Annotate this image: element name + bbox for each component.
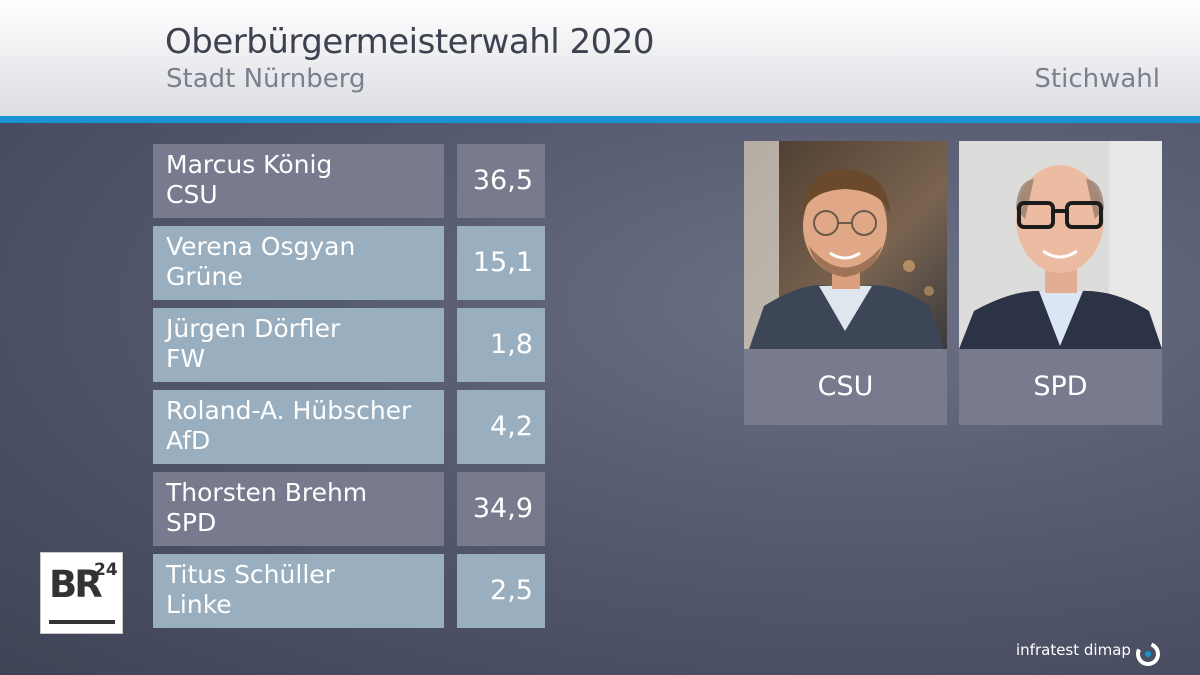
source-label: infratest dimap bbox=[1016, 641, 1131, 659]
candidate-party: AfD bbox=[166, 426, 211, 455]
candidate-name: Titus Schüller bbox=[166, 560, 335, 589]
candidate-party-label: SPD bbox=[959, 349, 1162, 425]
candidate-name-box: Verena Osgyan Grüne bbox=[153, 226, 444, 300]
candidate-party: Linke bbox=[166, 590, 232, 619]
table-row: Titus Schüller Linke 2,5 bbox=[153, 554, 545, 628]
header-bar bbox=[0, 0, 1200, 116]
candidate-name-box: Roland-A. Hübscher AfD bbox=[153, 390, 444, 464]
infratest-dimap-icon bbox=[1136, 642, 1160, 666]
candidate-name-box: Titus Schüller Linke bbox=[153, 554, 444, 628]
candidate-name-box: Thorsten Brehm SPD bbox=[153, 472, 444, 546]
vote-share-value: 2,5 bbox=[457, 554, 545, 628]
vote-share-value: 34,9 bbox=[457, 472, 545, 546]
candidate-name-box: Jürgen Dörfler FW bbox=[153, 308, 444, 382]
candidate-name: Roland-A. Hübscher bbox=[166, 396, 412, 425]
vote-share-value: 1,8 bbox=[457, 308, 545, 382]
table-row: Thorsten Brehm SPD 34,9 bbox=[153, 472, 545, 546]
runoff-candidate-csu: CSU bbox=[744, 141, 947, 425]
candidate-name-box: Marcus König CSU bbox=[153, 144, 444, 218]
vote-share-value: 15,1 bbox=[457, 226, 545, 300]
candidate-party: SPD bbox=[166, 508, 217, 537]
runoff-candidate-spd: SPD bbox=[959, 141, 1162, 425]
candidate-photo bbox=[744, 141, 947, 349]
candidate-party-label: CSU bbox=[744, 349, 947, 425]
candidate-name: Jürgen Dörfler bbox=[166, 314, 341, 343]
table-row: Roland-A. Hübscher AfD 4,2 bbox=[153, 390, 545, 464]
candidate-name: Verena Osgyan bbox=[166, 232, 356, 261]
candidate-name: Thorsten Brehm bbox=[166, 478, 368, 507]
logo-underline bbox=[49, 620, 115, 624]
vote-share-value: 4,2 bbox=[457, 390, 545, 464]
candidate-party: Grüne bbox=[166, 262, 243, 291]
vote-share-value: 36,5 bbox=[457, 144, 545, 218]
page-subtitle: Stadt Nürnberg bbox=[166, 64, 366, 94]
page-title: Oberbürgermeisterwahl 2020 bbox=[165, 22, 655, 62]
candidate-photo bbox=[959, 141, 1162, 349]
table-row: Jürgen Dörfler FW 1,8 bbox=[153, 308, 545, 382]
logo-text: BR bbox=[49, 563, 103, 606]
candidate-party: CSU bbox=[166, 180, 218, 209]
logo-superscript: 24 bbox=[94, 560, 118, 580]
header-accent-line bbox=[0, 116, 1200, 123]
table-row: Verena Osgyan Grüne 15,1 bbox=[153, 226, 545, 300]
candidate-name: Marcus König bbox=[166, 150, 333, 179]
br24-logo: BR 24 bbox=[40, 552, 123, 634]
election-round-label: Stichwahl bbox=[1034, 64, 1160, 94]
candidate-party: FW bbox=[166, 344, 206, 373]
table-row: Marcus König CSU 36,5 bbox=[153, 144, 545, 218]
